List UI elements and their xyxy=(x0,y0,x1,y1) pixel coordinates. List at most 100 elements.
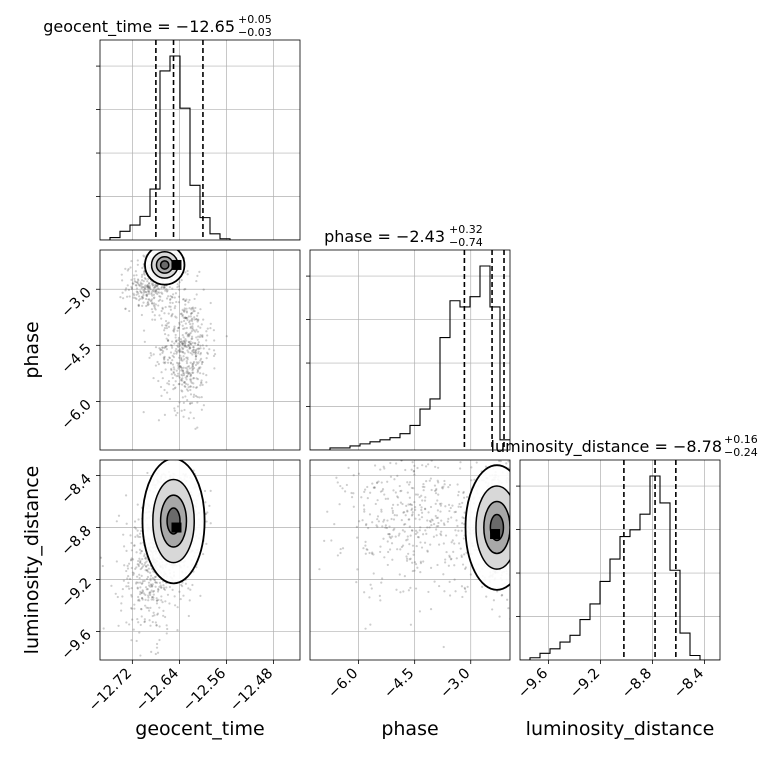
scatter-point xyxy=(187,386,190,389)
scatter-point xyxy=(413,500,416,504)
scatter-point xyxy=(184,316,187,320)
scatter-point xyxy=(176,329,179,332)
scatter-point xyxy=(199,357,203,360)
scatter-point xyxy=(406,538,409,541)
scatter-point xyxy=(407,447,409,449)
scatter-point xyxy=(454,529,457,532)
scatter-point xyxy=(174,305,177,308)
scatter-point xyxy=(179,340,182,344)
scatter-point xyxy=(194,306,197,310)
scatter-point xyxy=(191,317,194,320)
scatter-point xyxy=(163,286,166,289)
scatter-point xyxy=(151,620,154,624)
scatter-point xyxy=(518,491,520,493)
scatter-point xyxy=(163,243,165,245)
scatter-point xyxy=(437,493,440,496)
scatter-point xyxy=(333,523,336,526)
scatter-point xyxy=(142,293,145,297)
scatter-point xyxy=(201,335,204,338)
density-contours xyxy=(141,460,206,585)
scatter-point xyxy=(418,518,421,521)
scatter-point xyxy=(160,599,163,602)
scatter-point xyxy=(341,547,345,550)
scatter-point xyxy=(128,587,131,590)
scatter-point xyxy=(181,359,184,362)
scatter-point xyxy=(129,266,132,269)
scatter-point xyxy=(160,317,163,320)
scatter-point xyxy=(196,401,199,404)
scatter-point xyxy=(397,534,400,537)
scatter-point xyxy=(134,527,138,530)
scatter-point xyxy=(100,556,103,559)
scatter-point xyxy=(344,490,347,493)
scatter-point xyxy=(183,307,186,310)
scatter-point xyxy=(146,575,150,579)
scatter-point xyxy=(148,298,151,301)
scatter-point xyxy=(173,373,176,376)
scatter-point xyxy=(148,286,152,290)
scatter-point xyxy=(183,385,186,388)
scatter-point xyxy=(462,516,466,520)
scatter-point xyxy=(186,370,189,373)
scatter-point xyxy=(365,523,368,526)
scatter-point xyxy=(364,488,367,491)
scatter-point xyxy=(186,269,189,273)
scatter-point xyxy=(175,352,178,355)
scatter-point xyxy=(197,361,200,364)
scatter-point xyxy=(347,466,350,470)
scatter-point xyxy=(402,590,405,593)
scatter-point xyxy=(401,502,404,506)
scatter-point xyxy=(512,546,514,548)
scatter-point xyxy=(125,549,128,552)
scatter-point xyxy=(455,534,458,537)
scatter-point xyxy=(401,544,405,547)
scatter-point xyxy=(160,586,163,589)
scatter-point xyxy=(399,489,402,493)
density-frame xyxy=(99,249,301,451)
scatter-point xyxy=(197,312,200,315)
scatter-point xyxy=(443,479,446,483)
scatter-point xyxy=(352,505,355,508)
scatter-point xyxy=(196,368,199,371)
scatter-point xyxy=(130,286,133,290)
scatter-point xyxy=(373,486,377,489)
scatter-point xyxy=(140,550,143,553)
scatter-point xyxy=(136,281,139,284)
scatter-point xyxy=(388,533,391,536)
scatter-point xyxy=(420,494,423,497)
density-frame xyxy=(99,459,301,661)
scatter-point xyxy=(372,486,375,489)
scatter-point xyxy=(187,341,191,344)
scatter-point xyxy=(514,500,516,502)
scatter-point xyxy=(422,483,425,486)
scatter-point xyxy=(191,365,195,368)
scatter-point xyxy=(190,337,193,340)
scatter-point xyxy=(133,603,136,606)
scatter-point xyxy=(197,347,201,351)
scatter-point xyxy=(459,461,462,464)
scatter-point xyxy=(147,570,150,573)
scatter-point xyxy=(177,372,180,375)
scatter-point xyxy=(152,286,156,290)
scatter-point xyxy=(455,519,458,522)
scatter-point xyxy=(189,380,192,383)
scatter-point xyxy=(165,586,168,589)
scatter-point xyxy=(174,380,177,383)
scatter-point xyxy=(198,396,201,399)
scatter-point xyxy=(144,287,147,290)
scatter-point xyxy=(225,335,228,338)
scatter-point xyxy=(166,358,170,361)
histogram-phase xyxy=(306,249,511,451)
scatter-point xyxy=(147,594,150,597)
scatter-point xyxy=(181,379,184,382)
scatter-point xyxy=(188,321,191,324)
scatter-point xyxy=(412,487,415,490)
scatter-point xyxy=(515,506,517,508)
scatter-point xyxy=(407,503,410,506)
scatter-point xyxy=(429,477,432,480)
scatter-point xyxy=(368,513,372,516)
scatter-point xyxy=(133,607,136,610)
scatter-point xyxy=(355,525,358,528)
scatter-point xyxy=(181,341,184,345)
scatter-point xyxy=(403,511,406,514)
